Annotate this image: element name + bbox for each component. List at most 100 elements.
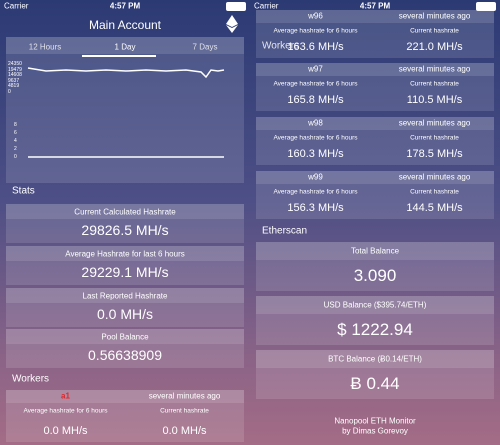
worker-updated: several minutes ago xyxy=(398,11,471,21)
y-tick-label: 0 xyxy=(14,154,17,160)
avg-value: 160.3 MH/s xyxy=(287,148,344,160)
y-tick-label: 24350 xyxy=(8,61,22,67)
chart-card: 12 Hours 1 Day 7 Days 24350 19479 14608 9637 48… xyxy=(6,37,244,183)
worker-updated: several minutes ago xyxy=(398,172,471,182)
stat-header xyxy=(6,288,244,303)
current-label: Current hashrate xyxy=(410,27,459,35)
current-value: 178.5 MH/s xyxy=(406,148,463,160)
section-heading: Workers xyxy=(262,40,300,52)
tab-underline xyxy=(82,55,156,57)
stat-header xyxy=(6,329,244,344)
current-label: Current hashrate xyxy=(160,407,209,415)
y-tick-label: 4819 xyxy=(8,83,20,89)
tab: 12 Hours xyxy=(28,42,62,52)
current-label: Current hashrate xyxy=(410,134,459,142)
carrier: Carrier xyxy=(254,1,279,11)
balance-value: 3.090 xyxy=(353,266,397,285)
status-time: 4:57 PM xyxy=(359,1,391,11)
y-tick-label: 4 xyxy=(14,138,17,144)
stat-value: 29229.1 MH/s xyxy=(81,264,169,280)
avg-label: Average hashrate for 6 hours xyxy=(273,27,358,35)
worker-card: w96 several minutes ago Average hashrate f… xyxy=(256,10,494,58)
stat-label: Pool Balance xyxy=(101,332,149,342)
worker-card: w98 several minutes ago Average hashrate f… xyxy=(256,117,494,165)
worker-header xyxy=(6,390,244,403)
worker-name: w99 xyxy=(308,172,323,182)
worker-name: w98 xyxy=(308,118,323,128)
avg-label: Average hashrate for 6 hours xyxy=(273,134,358,142)
stat-value: 0.56638909 xyxy=(88,347,162,363)
hashrate-line xyxy=(27,67,225,79)
worker-card: w99 several minutes ago Average hashrate f… xyxy=(256,171,494,219)
balance-header xyxy=(256,296,494,314)
balance-card: USD Balance ($395.74/ETH) $ 1222.94 xyxy=(256,296,494,345)
current-value: 144.5 MH/s xyxy=(406,202,463,214)
current-value: 0.0 MH/s xyxy=(162,425,207,437)
current-label: Current hashrate xyxy=(410,80,459,88)
stat-header xyxy=(6,246,244,261)
stat-label: Average Hashrate for last 6 hours xyxy=(65,249,185,259)
worker-header xyxy=(256,171,494,184)
right-screen: Carrier 4:57 PM w96 several minutes ago Aver… xyxy=(250,0,500,445)
worker-name: a1 xyxy=(61,391,70,401)
footer-line: Nanopool ETH Monitor xyxy=(334,416,416,426)
tab: 1 Day xyxy=(114,42,136,52)
stat-label: Last Reported Hashrate xyxy=(82,291,168,301)
carrier: Carrier xyxy=(4,1,29,11)
y-tick-label: 0 xyxy=(8,88,11,95)
balance-header xyxy=(256,242,494,260)
tab: 7 Days xyxy=(192,42,218,52)
avg-label: Average hashrate for 6 hours xyxy=(273,188,358,196)
y-tick-label: 6 xyxy=(14,130,17,136)
left-screen: Carrier 4:57 PM Main Account 12 Hours 1 Day 7… xyxy=(0,0,250,445)
section-heading: Workers xyxy=(12,373,50,385)
balance-card: Total Balance 3.090 xyxy=(256,242,494,291)
worker-updated: several minutes ago xyxy=(148,391,221,401)
y-tick-label: 9637 xyxy=(8,77,20,84)
worker-updated: several minutes ago xyxy=(398,118,471,128)
stat-card: Pool Balance 0.56638909 xyxy=(6,329,244,368)
stat-card: Last Reported Hashrate 0.0 MH/s xyxy=(6,288,244,327)
title: Main Account xyxy=(88,18,162,32)
stat-value: 29826.5 MH/s xyxy=(81,222,169,238)
avg-label: Average hashrate for 6 hours xyxy=(23,407,108,415)
avg-value: 156.3 MH/s xyxy=(287,202,344,214)
balance-card: BTC Balance (Ƀ0.14/ETH) Ƀ 0.44 xyxy=(256,350,494,399)
avg-value: 163.6 MH/s xyxy=(287,41,344,53)
stat-card: Average Hashrate for last 6 hours 29229.1… xyxy=(6,246,244,285)
stat-value: 0.0 MH/s xyxy=(96,306,154,322)
worker-header xyxy=(256,10,494,23)
battery xyxy=(476,2,496,11)
worker-card: w97 several minutes ago Average hashrate f… xyxy=(256,63,494,111)
current-value: 110.5 MH/s xyxy=(406,94,463,106)
y-tick-label: 14608 xyxy=(8,72,22,78)
balance-label: BTC Balance (Ƀ0.14/ETH) xyxy=(328,354,422,364)
footer-line: by Dimas Gorevoy xyxy=(342,426,408,436)
status-time: 4:57 PM xyxy=(109,1,141,11)
avg-value: 0.0 MH/s xyxy=(43,425,88,437)
balance-value: Ƀ 0.44 xyxy=(350,374,400,393)
worker-card: a1 several minutes ago Average hashrate fo… xyxy=(6,390,244,442)
y-tick-label: 2 xyxy=(14,146,17,152)
worker-header xyxy=(256,117,494,130)
worker-name: w97 xyxy=(308,64,323,74)
section-heading: Etherscan xyxy=(262,225,308,237)
current-label: Current hashrate xyxy=(410,188,459,196)
balance-value: $ 1222.94 xyxy=(337,320,413,339)
worker-header xyxy=(256,63,494,76)
balance-label: USD Balance ($395.74/ETH) xyxy=(323,300,427,310)
eth-icon xyxy=(226,15,238,33)
stat-label: Current Calculated Hashrate xyxy=(74,207,176,217)
avg-label: Average hashrate for 6 hours xyxy=(273,80,358,88)
worker-name: w96 xyxy=(308,11,323,21)
balance-header xyxy=(256,350,494,368)
y-tick-label: 19479 xyxy=(8,66,22,73)
section-heading: Stats xyxy=(12,185,35,197)
current-value: 221.0 MH/s xyxy=(406,41,463,53)
balance-label: Total Balance xyxy=(350,246,400,256)
stat-header xyxy=(6,204,244,219)
battery xyxy=(226,2,246,11)
tab-bar xyxy=(6,37,244,54)
avg-value: 165.8 MH/s xyxy=(287,94,344,106)
